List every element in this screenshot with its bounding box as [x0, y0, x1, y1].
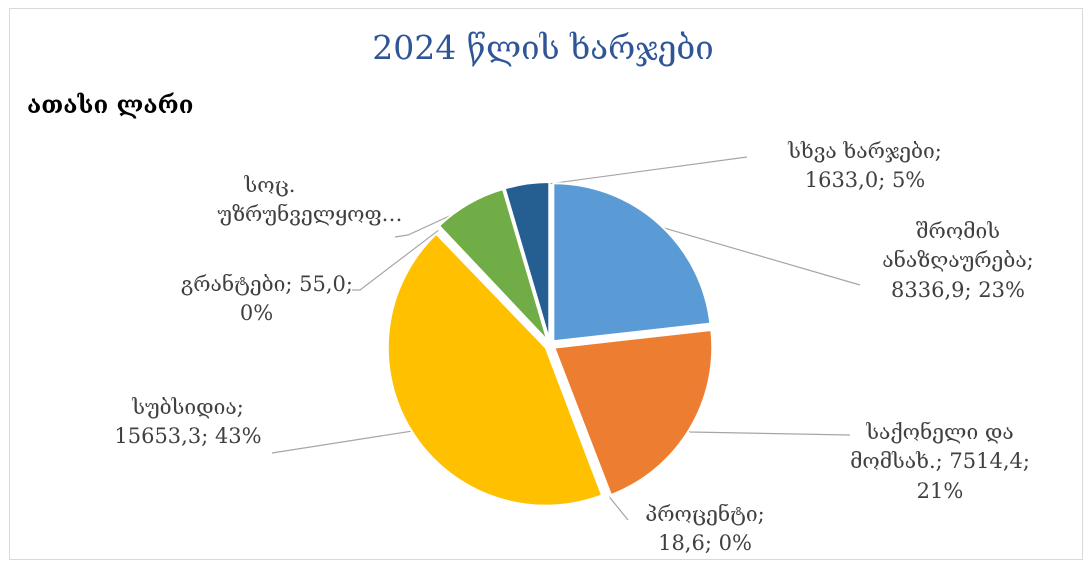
leader-line-2 [606, 493, 629, 521]
pie-slice-0 [552, 182, 712, 343]
pie-slice-6 [503, 181, 551, 341]
leader-line-4 [352, 228, 441, 291]
data-label-skhva-kharjebi: სხვა ხარჯები; 1633,0; 5% [788, 139, 942, 193]
pie-slice-3 [386, 232, 604, 507]
data-label-grantebi: გრანტები; 55,0; 0% [180, 272, 353, 326]
leader-line-0 [656, 225, 861, 286]
pie-slice-1 [552, 328, 714, 497]
data-label-procenti: პროცენტი; 18,6; 0% [645, 502, 765, 556]
chart-subtitle: ათასი ლარი [27, 90, 194, 119]
data-label-shromis-anazghaureba: შრომის ანაზღაურება; 8336,9; 23% [882, 219, 1034, 302]
leader-line-6 [527, 156, 748, 188]
leader-line-3 [271, 430, 416, 454]
data-label-subsidia: სუბსიდია; 15653,3; 43% [114, 395, 262, 449]
data-label-soc-uzrunvelkofa: სოც. უზრუნველყოფ… [217, 173, 403, 227]
chart-title: 2024 წლის ხარჯები [372, 28, 714, 67]
data-label-saqoneli-da-momsakh: საქონელი და მომსახ.; 7514,4; 21% [850, 420, 1030, 503]
pie-slice-4 [435, 225, 548, 343]
pie-slice-5 [437, 187, 549, 342]
pie-slices [386, 181, 714, 507]
pie-slice-2 [550, 349, 610, 499]
